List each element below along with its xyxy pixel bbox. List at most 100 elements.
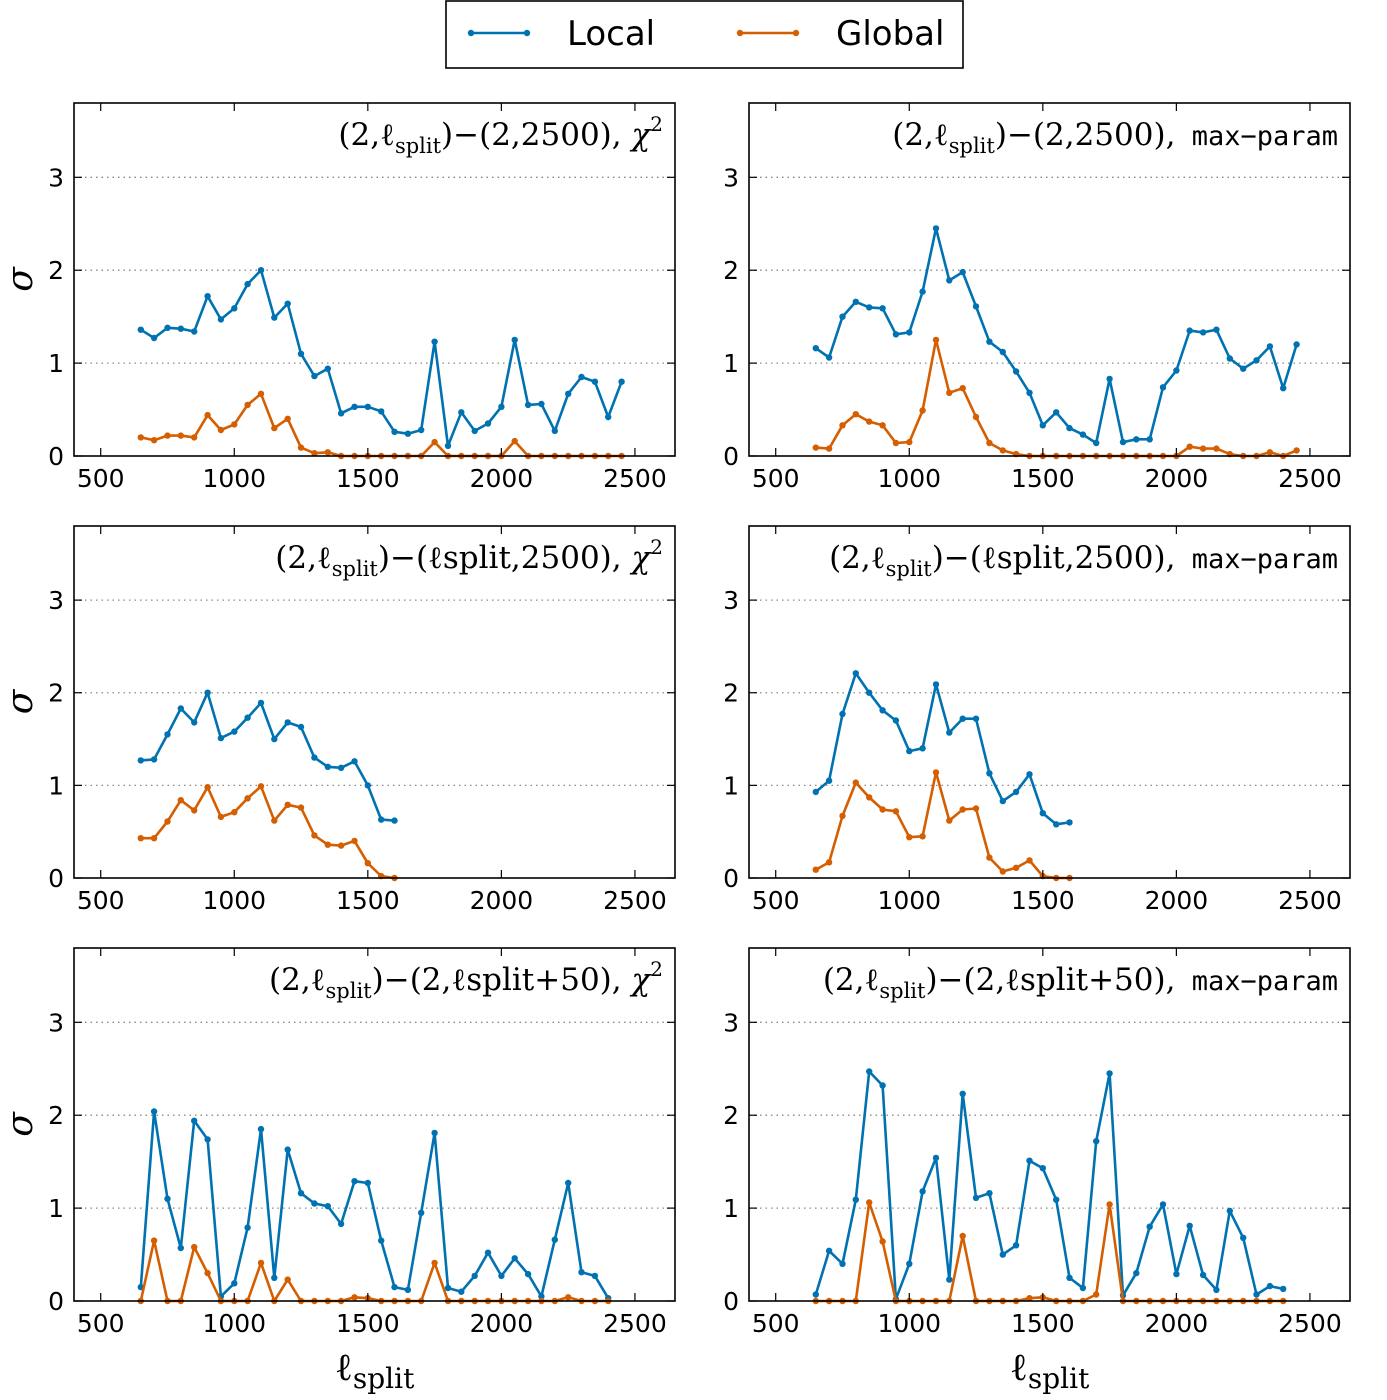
x-tick-label: 1000 bbox=[202, 1309, 266, 1338]
data-point-local bbox=[839, 710, 846, 718]
data-point-global bbox=[231, 421, 238, 428]
y-tick-label: 3 bbox=[48, 586, 64, 615]
data-point-local bbox=[257, 699, 265, 707]
data-point-local bbox=[177, 705, 184, 712]
data-point-global bbox=[177, 797, 184, 804]
data-point-local bbox=[150, 756, 158, 763]
data-point-local bbox=[297, 1190, 305, 1197]
data-point-global bbox=[1012, 864, 1020, 871]
y-tick-label: 0 bbox=[48, 1287, 64, 1316]
data-point-global bbox=[972, 805, 980, 812]
data-point-local bbox=[879, 305, 886, 312]
data-point-global bbox=[217, 426, 225, 434]
data-point-local bbox=[1253, 357, 1260, 364]
data-point-local bbox=[578, 373, 585, 381]
y-tick-label: 0 bbox=[723, 1287, 739, 1316]
data-point-global bbox=[311, 832, 318, 839]
data-point-local bbox=[986, 1190, 993, 1197]
data-point-local bbox=[852, 670, 859, 677]
data-point-local bbox=[1053, 1196, 1060, 1203]
data-point-local bbox=[866, 689, 873, 696]
data-point-local bbox=[538, 1293, 545, 1300]
data-point-global bbox=[150, 835, 158, 842]
data-point-local bbox=[498, 403, 505, 410]
data-point-global bbox=[297, 444, 305, 451]
x-tick-label: 2500 bbox=[603, 886, 667, 915]
data-point-global bbox=[1213, 445, 1220, 452]
data-point-local bbox=[906, 1260, 913, 1268]
data-point-local bbox=[284, 1146, 291, 1153]
data-point-local bbox=[946, 1276, 953, 1283]
data-point-local bbox=[1079, 431, 1087, 438]
data-point-global bbox=[1293, 447, 1300, 454]
x-tick-label: 1500 bbox=[1011, 1309, 1075, 1338]
data-point-local bbox=[284, 300, 291, 307]
data-point-local bbox=[1039, 422, 1047, 429]
data-point-local bbox=[177, 325, 184, 332]
data-point-local bbox=[311, 754, 318, 761]
data-point-global bbox=[217, 813, 225, 821]
data-point-local bbox=[471, 427, 478, 435]
data-point-local bbox=[364, 403, 371, 410]
data-point-local bbox=[839, 1260, 846, 1268]
y-tick-label: 1 bbox=[48, 771, 64, 800]
panel-title: (2,ℓsplit)−(2,2500), max−param bbox=[892, 117, 1338, 158]
x-tick-label: 2000 bbox=[1145, 464, 1209, 493]
data-point-local bbox=[1093, 1138, 1100, 1145]
data-point-local bbox=[351, 1178, 358, 1185]
data-point-local bbox=[986, 338, 993, 345]
data-point-local bbox=[418, 426, 425, 434]
data-point-local bbox=[812, 1291, 819, 1298]
data-point-local bbox=[825, 777, 833, 784]
data-point-local bbox=[284, 719, 291, 726]
data-point-global bbox=[1026, 857, 1033, 864]
x-tick-label: 1500 bbox=[336, 464, 400, 493]
x-tick-label: 2500 bbox=[603, 464, 667, 493]
data-point-global bbox=[511, 437, 518, 445]
data-point-local bbox=[431, 1129, 438, 1137]
data-point-global bbox=[204, 1269, 211, 1277]
data-point-local bbox=[578, 1269, 585, 1276]
data-point-local bbox=[511, 1255, 518, 1262]
data-point-local bbox=[999, 348, 1006, 356]
data-point-local bbox=[164, 324, 171, 331]
data-point-local bbox=[591, 378, 599, 385]
data-point-local bbox=[378, 408, 385, 415]
data-point-local bbox=[444, 1284, 452, 1292]
panel-title: (2,ℓsplit)−(2,2500), χ2 bbox=[338, 112, 663, 158]
data-point-local bbox=[231, 305, 238, 312]
data-point-local bbox=[591, 1272, 599, 1280]
data-point-global bbox=[839, 422, 846, 429]
data-point-local bbox=[257, 1125, 265, 1133]
data-point-global bbox=[932, 769, 940, 776]
data-point-global bbox=[257, 1259, 265, 1267]
data-point-local bbox=[946, 729, 953, 736]
data-point-local bbox=[324, 763, 331, 770]
data-point-local bbox=[1079, 1284, 1087, 1292]
data-point-global bbox=[1106, 1201, 1113, 1208]
data-point-global bbox=[839, 812, 846, 820]
data-point-local bbox=[1106, 375, 1113, 383]
data-point-global bbox=[906, 834, 913, 841]
data-point-local bbox=[972, 303, 980, 310]
x-tick-label: 2500 bbox=[1278, 886, 1342, 915]
data-point-global bbox=[431, 438, 438, 446]
data-point-global bbox=[812, 866, 819, 873]
data-point-local bbox=[271, 314, 278, 321]
data-point-local bbox=[324, 365, 331, 372]
x-tick-label: 500 bbox=[752, 1309, 800, 1338]
data-point-local bbox=[391, 428, 398, 435]
data-point-global bbox=[879, 806, 886, 813]
x-tick-label: 1000 bbox=[877, 1309, 941, 1338]
y-tick-label: 0 bbox=[723, 442, 739, 471]
data-point-global bbox=[879, 422, 886, 429]
legend-marker bbox=[736, 29, 744, 37]
data-point-local bbox=[825, 1247, 833, 1255]
data-point-local bbox=[511, 336, 518, 344]
x-tick-label: 2500 bbox=[1278, 464, 1342, 493]
data-point-local bbox=[1159, 1201, 1167, 1208]
x-tick-label: 500 bbox=[77, 1309, 125, 1338]
data-point-local bbox=[1026, 389, 1033, 396]
data-point-local bbox=[244, 1224, 251, 1231]
